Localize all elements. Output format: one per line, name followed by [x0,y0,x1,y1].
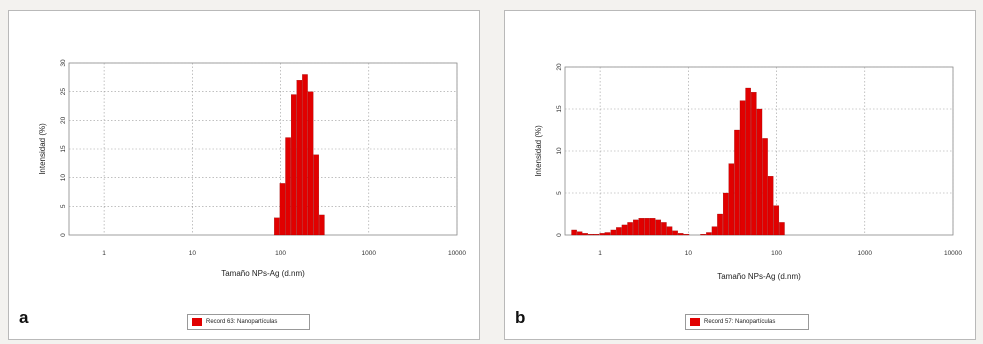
y-tick-label: 15 [60,145,67,153]
histogram-bar [739,100,746,236]
y-tick-label: 25 [60,88,67,96]
legend-a: Record 63: Nanopartículas [187,314,310,330]
histogram-bar [773,205,780,236]
histogram-bar [633,219,639,236]
histogram-bar [655,219,662,236]
y-axis-label: Intensidad (%) [38,123,47,175]
histogram-bar [728,163,735,236]
histogram-bar [307,91,314,236]
y-tick-label: 5 [60,204,67,208]
histogram-bar [756,108,763,236]
histogram-bar [700,234,706,236]
histogram-bar [678,233,684,236]
histogram-bar [274,217,280,236]
x-tick-label: 100 [771,250,782,257]
y-tick-label: 30 [60,59,67,67]
x-tick-label: 1000 [858,250,873,257]
y-tick-label: 5 [556,191,563,195]
histogram-bar [296,80,303,236]
histogram-bar [767,176,774,236]
panel-label-b: b [515,308,526,327]
histogram-bar [649,218,656,236]
histogram-bar [291,94,297,236]
chart-panel-a: 1 10 100 1000 10000 0 5 10 15 20 25 30 Tamaño NPs-Ag… [8,10,480,340]
histogram-bar [723,192,729,236]
chart-panel-b: 1 10 100 1000 10000 0 5 10 15 20 Tamaño NPs-Ag (d.… [504,10,976,340]
histogram-bar [751,92,757,236]
histogram-bar [644,218,650,236]
histogram-bar [610,229,617,236]
histogram-bar [734,129,740,236]
y-tick-label: 0 [60,233,67,237]
histogram-bar [672,230,678,236]
histogram-bar [593,234,600,236]
histogram-bar [604,232,611,236]
histogram-bar [582,233,588,236]
histogram-bar [762,138,768,236]
histogram-bar [588,234,594,236]
x-tick-label: 10 [685,250,693,257]
y-tick-label: 0 [556,233,563,237]
y-tick-label: 20 [556,63,563,71]
histogram-bar [711,226,718,236]
x-tick-label: 1 [598,250,602,257]
x-tick-label: 100 [275,250,286,257]
histogram-bar [717,213,723,236]
histogram-bar [621,224,628,236]
histogram-bar [745,87,751,236]
histogram-bar [571,229,577,236]
x-tick-label: 1000 [362,250,377,257]
y-tick-label: 15 [556,105,563,113]
histogram-bar [319,214,325,236]
x-tick-label: 10 [189,250,197,257]
chart-b-plot: 1 10 100 1000 10000 0 5 10 15 20 Tamaño NPs-Ag (d.… [534,63,962,281]
histogram-bar [279,183,286,236]
histogram-bar [302,74,308,236]
histogram-bar [683,234,690,236]
legend-text-a: Record 63: Nanopartículas [206,319,278,325]
histogram-bar [616,227,622,236]
x-axis-label: Tamaño NPs-Ag (d.nm) [221,269,305,278]
x-tick-label: 10000 [448,250,466,257]
x-axis-label: Tamaño NPs-Ag (d.nm) [717,272,801,281]
chart-a-plot: 1 10 100 1000 10000 0 5 10 15 20 25 30 Tamaño NPs-Ag… [38,59,466,278]
x-tick-label: 10000 [944,250,962,257]
y-tick-label: 10 [60,174,67,182]
legend-swatch-a [192,318,202,326]
histogram-bar [706,232,712,236]
legend-swatch-b [690,318,700,326]
histogram-bar [577,231,583,236]
legend-b: Record 57: Nanopartículas [685,314,809,330]
y-tick-label: 10 [556,147,563,155]
histogram-bar [638,218,645,236]
histogram-bar [627,222,633,236]
histogram-bar [661,222,667,236]
x-tick-label: 1 [102,250,106,257]
histogram-bar [313,154,319,236]
y-tick-label: 20 [60,116,67,124]
legend-text-b: Record 57: Nanopartículas [704,319,776,325]
histogram-bar [285,137,291,236]
histogram-bar [779,222,785,236]
panel-label-a: a [19,308,29,327]
y-axis-label: Intensidad (%) [534,125,543,177]
histogram-bar [599,233,605,236]
histogram-bar [666,226,673,236]
